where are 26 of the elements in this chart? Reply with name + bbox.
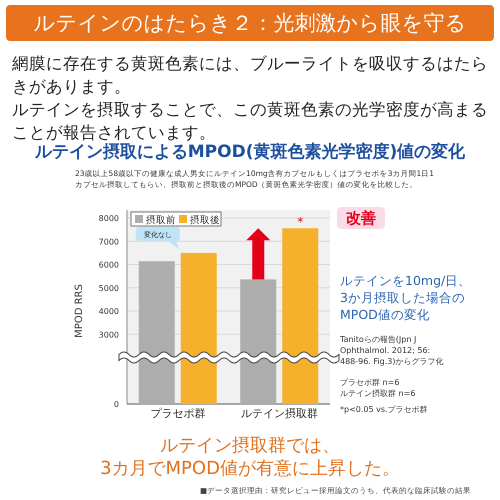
bar bbox=[180, 252, 217, 404]
text: Tanitoらの報告(Jpn J Ophthalmol. 2012; 56: 488-96. Fig.3)からグラフ化 bbox=[340, 334, 444, 367]
y-tick-label: 4000 bbox=[98, 307, 119, 316]
y-tick-label: 6000 bbox=[98, 260, 119, 270]
text: ルテインを10mg/日、 3か月摂取した場合の MPOD値の変化 bbox=[340, 272, 472, 323]
legend-label: 摂取前 bbox=[146, 214, 176, 226]
y-axis-title: MPOD RRS bbox=[74, 284, 85, 338]
x-tick-label: ルテイン摂取群 bbox=[240, 407, 318, 420]
text: 網膜に存在する黄斑色素には、ブルーライトを吸収するはたらきがあります。 bbox=[12, 53, 489, 98]
annotation: * bbox=[297, 215, 304, 230]
text: ルテイン摂取群では、 3カ月でMPOD値が有意に上昇した。 bbox=[99, 434, 401, 480]
text: プラセボ群 n=6 ルテイン摂取群 n=6 bbox=[340, 377, 416, 399]
text: 改善 bbox=[337, 207, 385, 229]
x-tick-label: プラセボ群 bbox=[150, 407, 206, 420]
text: ルテインを摂取することで、この黄斑色素の光学密度が高まることが報告されています。 bbox=[12, 99, 489, 142]
text: ルテインのはたらき２：光刺激から眼を守る bbox=[6, 5, 494, 41]
y-tick-label: 7000 bbox=[98, 237, 119, 246]
legend-label: 摂取後 bbox=[190, 214, 220, 226]
y-tick-label: 0 bbox=[114, 400, 119, 409]
bar bbox=[138, 261, 175, 404]
text: *p<0.05 vs.プラセボ群 bbox=[340, 404, 429, 415]
chart-title: ルテイン摂取によるMPOD(黄斑色素光学密度)値の変化 bbox=[34, 141, 466, 163]
bar bbox=[282, 228, 318, 404]
y-tick-label: 3000 bbox=[98, 330, 119, 340]
y-tick-label: 8000 bbox=[98, 214, 119, 223]
y-tick-label: 5000 bbox=[98, 284, 119, 293]
